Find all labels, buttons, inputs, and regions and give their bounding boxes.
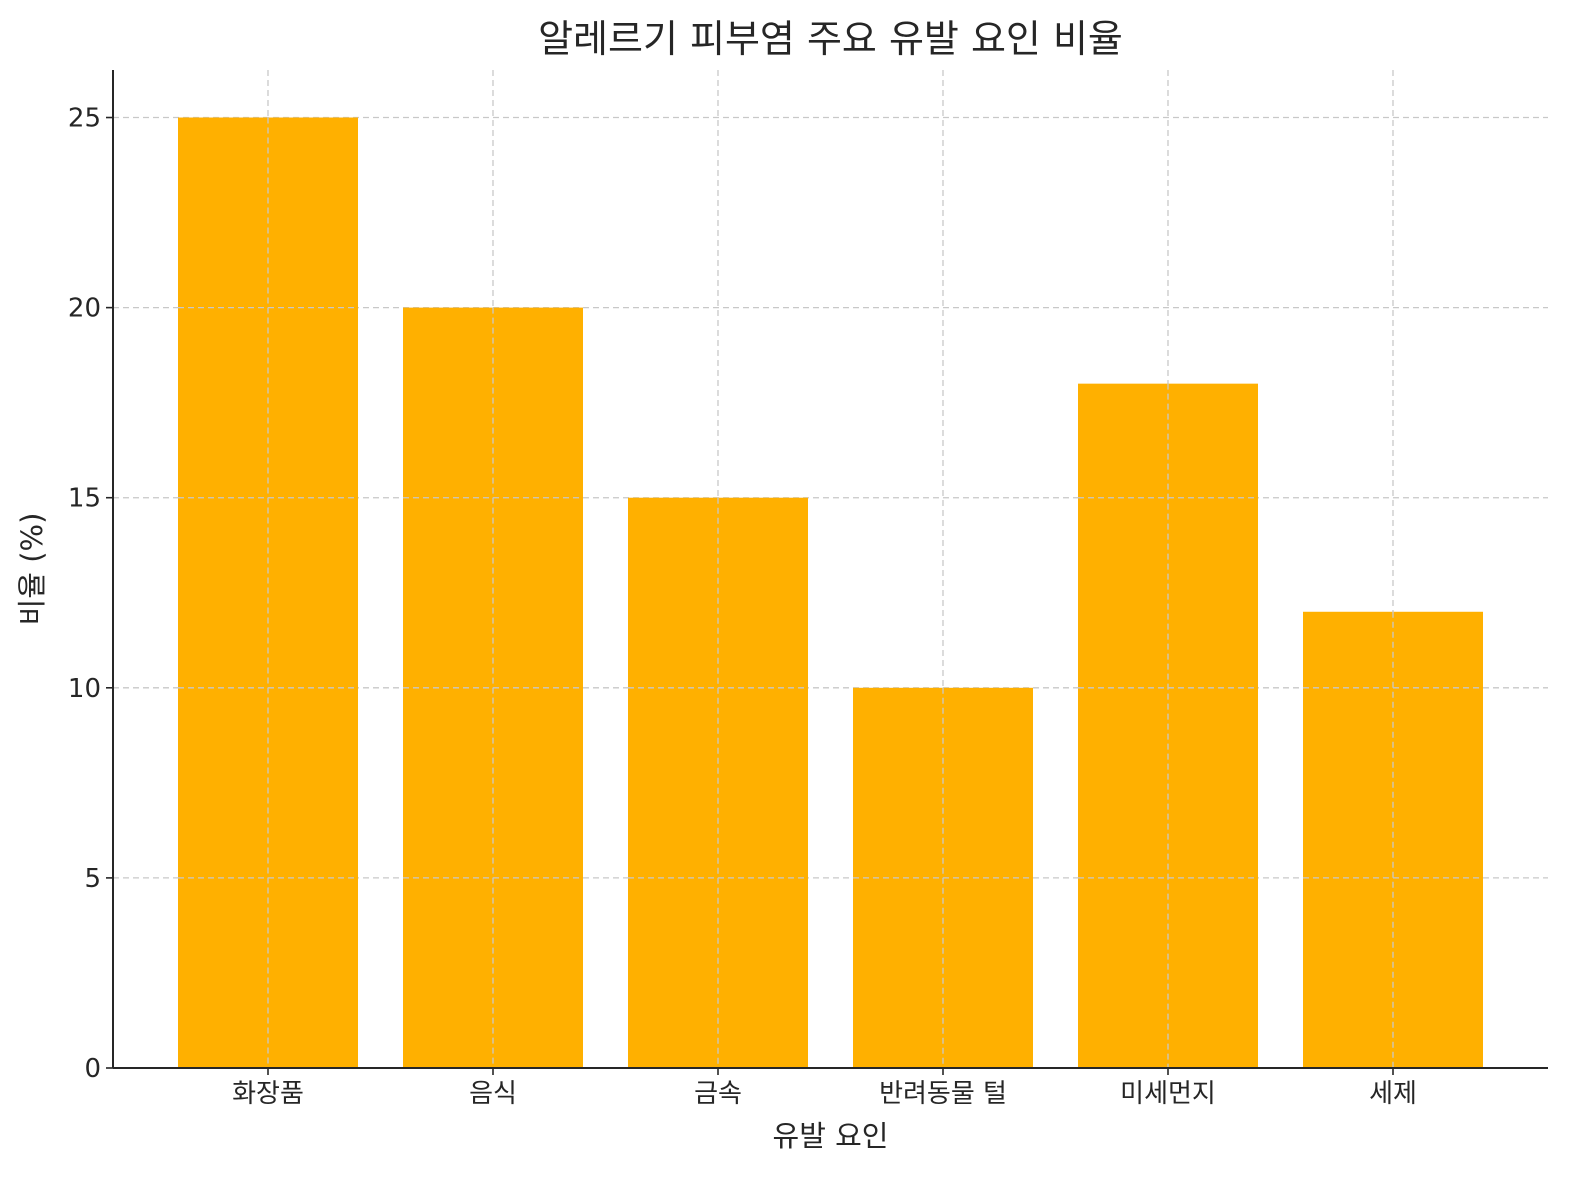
bars (178, 117, 1483, 1069)
y-tick-label: 25 (68, 104, 101, 134)
x-tick-label: 금속 (694, 1079, 742, 1109)
chart-title: 알레르기 피부염 주요 유발 요인 비율 (538, 17, 1123, 61)
x-tick-label: 미세먼지 (1120, 1079, 1216, 1109)
y-axis-label: 비율 (%) (15, 513, 49, 626)
x-tick-label: 반려동물 털 (879, 1079, 1007, 1109)
y-tick-label: 0 (84, 1054, 101, 1084)
x-tick-label: 세제 (1369, 1079, 1417, 1109)
axes (112, 70, 1548, 1069)
y-tick-label: 10 (68, 674, 101, 704)
x-tick-label: 화장품 (232, 1079, 304, 1109)
tick-labels: 0 5 10 15 20 25 화장품 음식 금속 반려동물 털 미세먼지 세제 (68, 104, 1417, 1109)
bar (1303, 611, 1483, 1068)
y-tick-label: 5 (84, 864, 101, 894)
x-axis-label: 유발 요인 (773, 1119, 889, 1153)
x-tick-label: 음식 (469, 1079, 517, 1109)
y-tick-label: 20 (68, 294, 101, 324)
y-tick-label: 15 (68, 484, 101, 514)
